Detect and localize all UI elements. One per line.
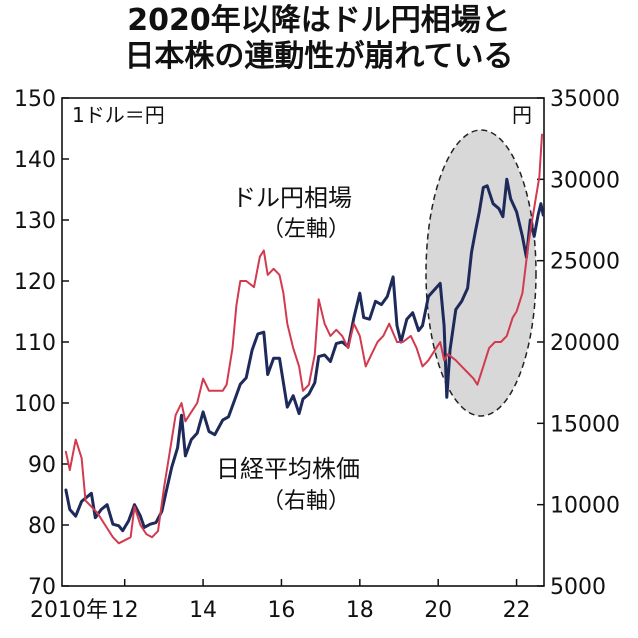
- left-axis-tick-label: 100: [14, 392, 56, 417]
- usdjpy-axis-note: （左軸）: [262, 217, 350, 242]
- left-axis-tick-label: 140: [14, 148, 56, 173]
- chart-title-line1: 2020年以降はドル円相場と: [127, 3, 511, 38]
- right-axis-tick-label: 20000: [550, 331, 620, 356]
- x-axis-tick-label: 22: [503, 598, 531, 623]
- chart-title-line2: 日本株の連動性が崩れている: [124, 39, 514, 74]
- x-axis-tick-label: 12: [111, 598, 139, 623]
- highlight-ellipse: [425, 129, 537, 417]
- right-axis-tick-label: 10000: [550, 494, 620, 519]
- series-layer: [64, 133, 545, 545]
- x-axis-tick-label: 14: [189, 598, 217, 623]
- right-axis-tick-label: 5000: [550, 575, 606, 600]
- ticks-layer: 150 140 130 120 110 100 90 80 70 35000 30000 25000 2…: [14, 87, 620, 623]
- left-axis-tick-label: 150: [14, 87, 56, 112]
- left-axis-tick-label: 80: [28, 514, 56, 539]
- left-axis-tick-label: 130: [14, 209, 56, 234]
- right-axis-unit: 円: [512, 103, 532, 127]
- x-axis-tick-label: 18: [346, 598, 374, 623]
- right-axis-tick-label: 30000: [550, 168, 620, 193]
- x-axis-tick-label: 20: [424, 598, 452, 623]
- usdjpy-series-label: ドル円相場: [232, 184, 352, 212]
- right-axis-tick-label: 35000: [550, 87, 620, 112]
- right-axis-tick-label: 15000: [550, 412, 620, 437]
- x-axis-tick-label: 16: [267, 598, 295, 623]
- left-axis-tick-label: 70: [28, 575, 56, 600]
- usdjpy-series-line: [64, 133, 543, 545]
- left-axis-tick-label: 110: [14, 331, 56, 356]
- x-axis-tick-label: 2010年: [30, 598, 108, 623]
- nikkei-series-line: [64, 177, 545, 533]
- nikkei-series-label: 日経平均株価: [216, 455, 360, 483]
- left-axis-tick-label: 120: [14, 270, 56, 295]
- left-axis-unit: 1ドル＝円: [72, 103, 165, 127]
- left-axis-tick-label: 90: [28, 453, 56, 478]
- right-axis-tick-label: 25000: [550, 250, 620, 275]
- nikkei-axis-note: （右軸）: [262, 489, 350, 514]
